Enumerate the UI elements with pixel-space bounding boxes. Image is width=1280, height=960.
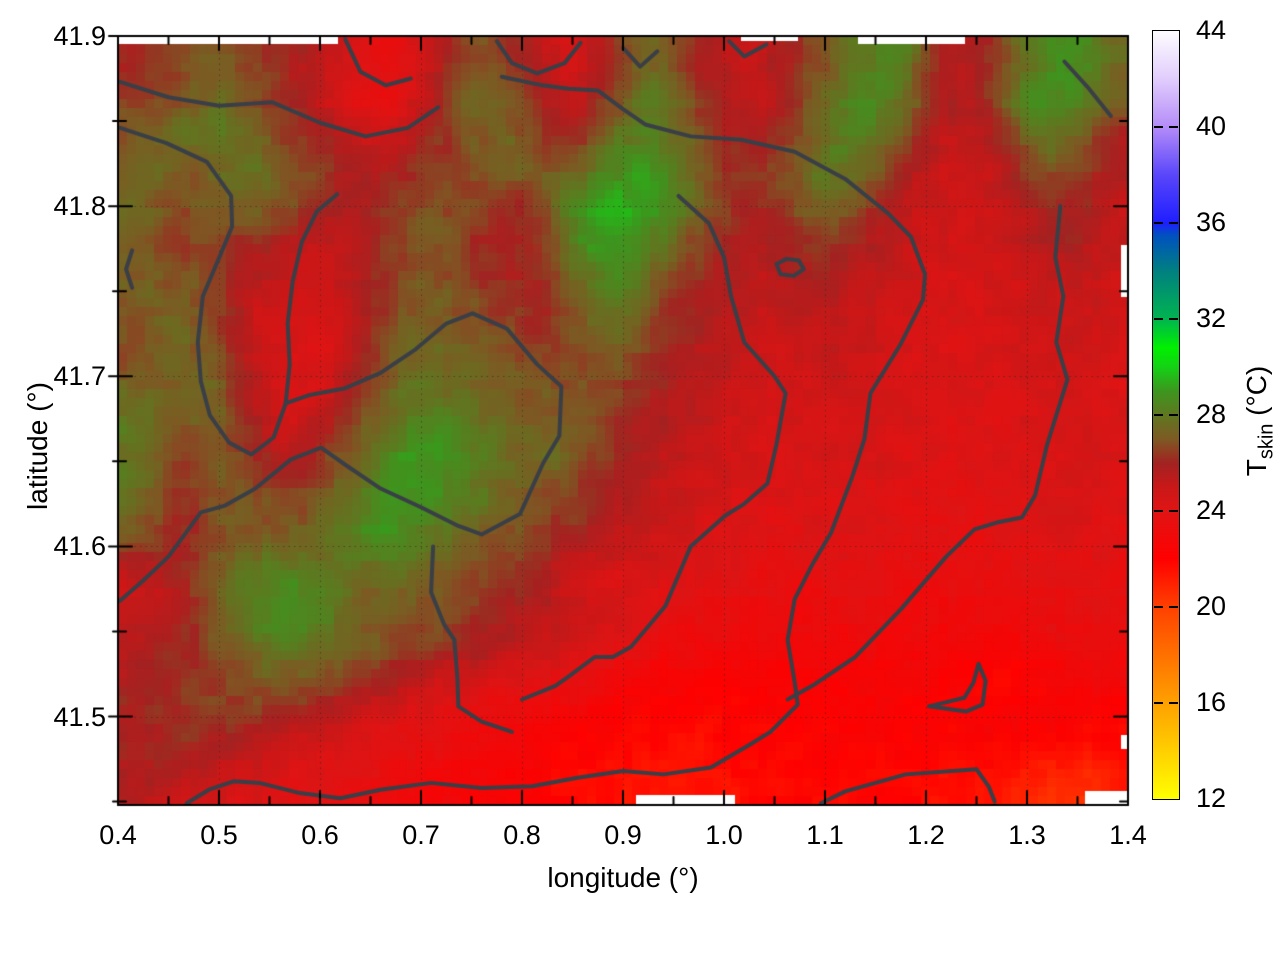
x-axis-title: longitude (°) (547, 862, 699, 893)
tick-label: 24 (1196, 495, 1227, 525)
colorbar (1152, 30, 1180, 800)
tick-label: 41.5 (53, 701, 106, 732)
colorbar-tick-dash (1154, 414, 1163, 416)
colorbar-tick-dash (1154, 318, 1163, 320)
tick-label: 1.0 (705, 820, 743, 850)
tick-label: 0.8 (503, 820, 541, 850)
tick-label: 44 (1196, 15, 1227, 45)
tick-label: 36 (1196, 207, 1227, 237)
tick-label: 41.6 (53, 531, 106, 562)
colorbar-tick-dash (1154, 702, 1163, 704)
colorbar-tick-dash (1154, 126, 1163, 128)
tick-label: 0.4 (99, 820, 137, 850)
tick-label: 12 (1196, 783, 1227, 813)
colorbar-tick-dash (1169, 606, 1178, 608)
tick-label: 1.1 (806, 820, 844, 850)
tick-label: 0.7 (402, 820, 440, 850)
colorbar-tick-dash (1169, 510, 1178, 512)
tick-label: 1.3 (1008, 820, 1046, 850)
tick-label: 0.6 (301, 820, 339, 850)
tick-label: 1.2 (907, 820, 945, 850)
tick-label: 41.7 (53, 361, 106, 392)
tick-label: 28 (1196, 399, 1227, 429)
colorbar-title-base: T (1241, 459, 1272, 477)
colorbar-tick-dash (1154, 222, 1163, 224)
tick-label: 20 (1196, 591, 1227, 621)
tick-label: 40 (1196, 111, 1227, 141)
tick-label: 0.5 (200, 820, 238, 850)
colorbar-tick-dash (1169, 126, 1178, 128)
tick-label: 16 (1196, 687, 1227, 717)
tick-label: 41.9 (53, 21, 106, 51)
tick-label: 1.4 (1109, 820, 1147, 850)
colorbar-tick-dash (1169, 702, 1178, 704)
colorbar-tick-dash (1169, 414, 1178, 416)
colorbar-tick-dash (1169, 222, 1178, 224)
colorbar-tick-dash (1169, 318, 1178, 320)
tick-label: 0.9 (604, 820, 642, 850)
colorbar-tick-dash (1154, 606, 1163, 608)
colorbar-tick-dash (1154, 510, 1163, 512)
tick-label: 41.8 (53, 191, 106, 222)
tick-label: 32 (1196, 303, 1227, 333)
